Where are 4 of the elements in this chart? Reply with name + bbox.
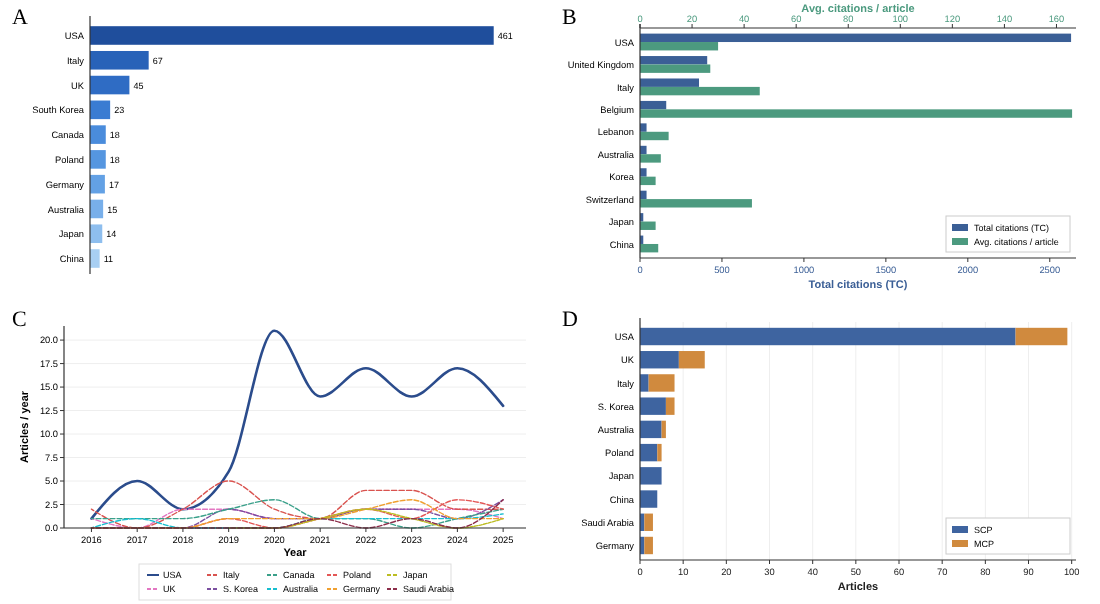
chart-title: D <box>562 308 578 332</box>
chart-title: A <box>12 6 28 30</box>
chart-title: C <box>12 308 27 332</box>
chart-title: B <box>562 6 577 30</box>
